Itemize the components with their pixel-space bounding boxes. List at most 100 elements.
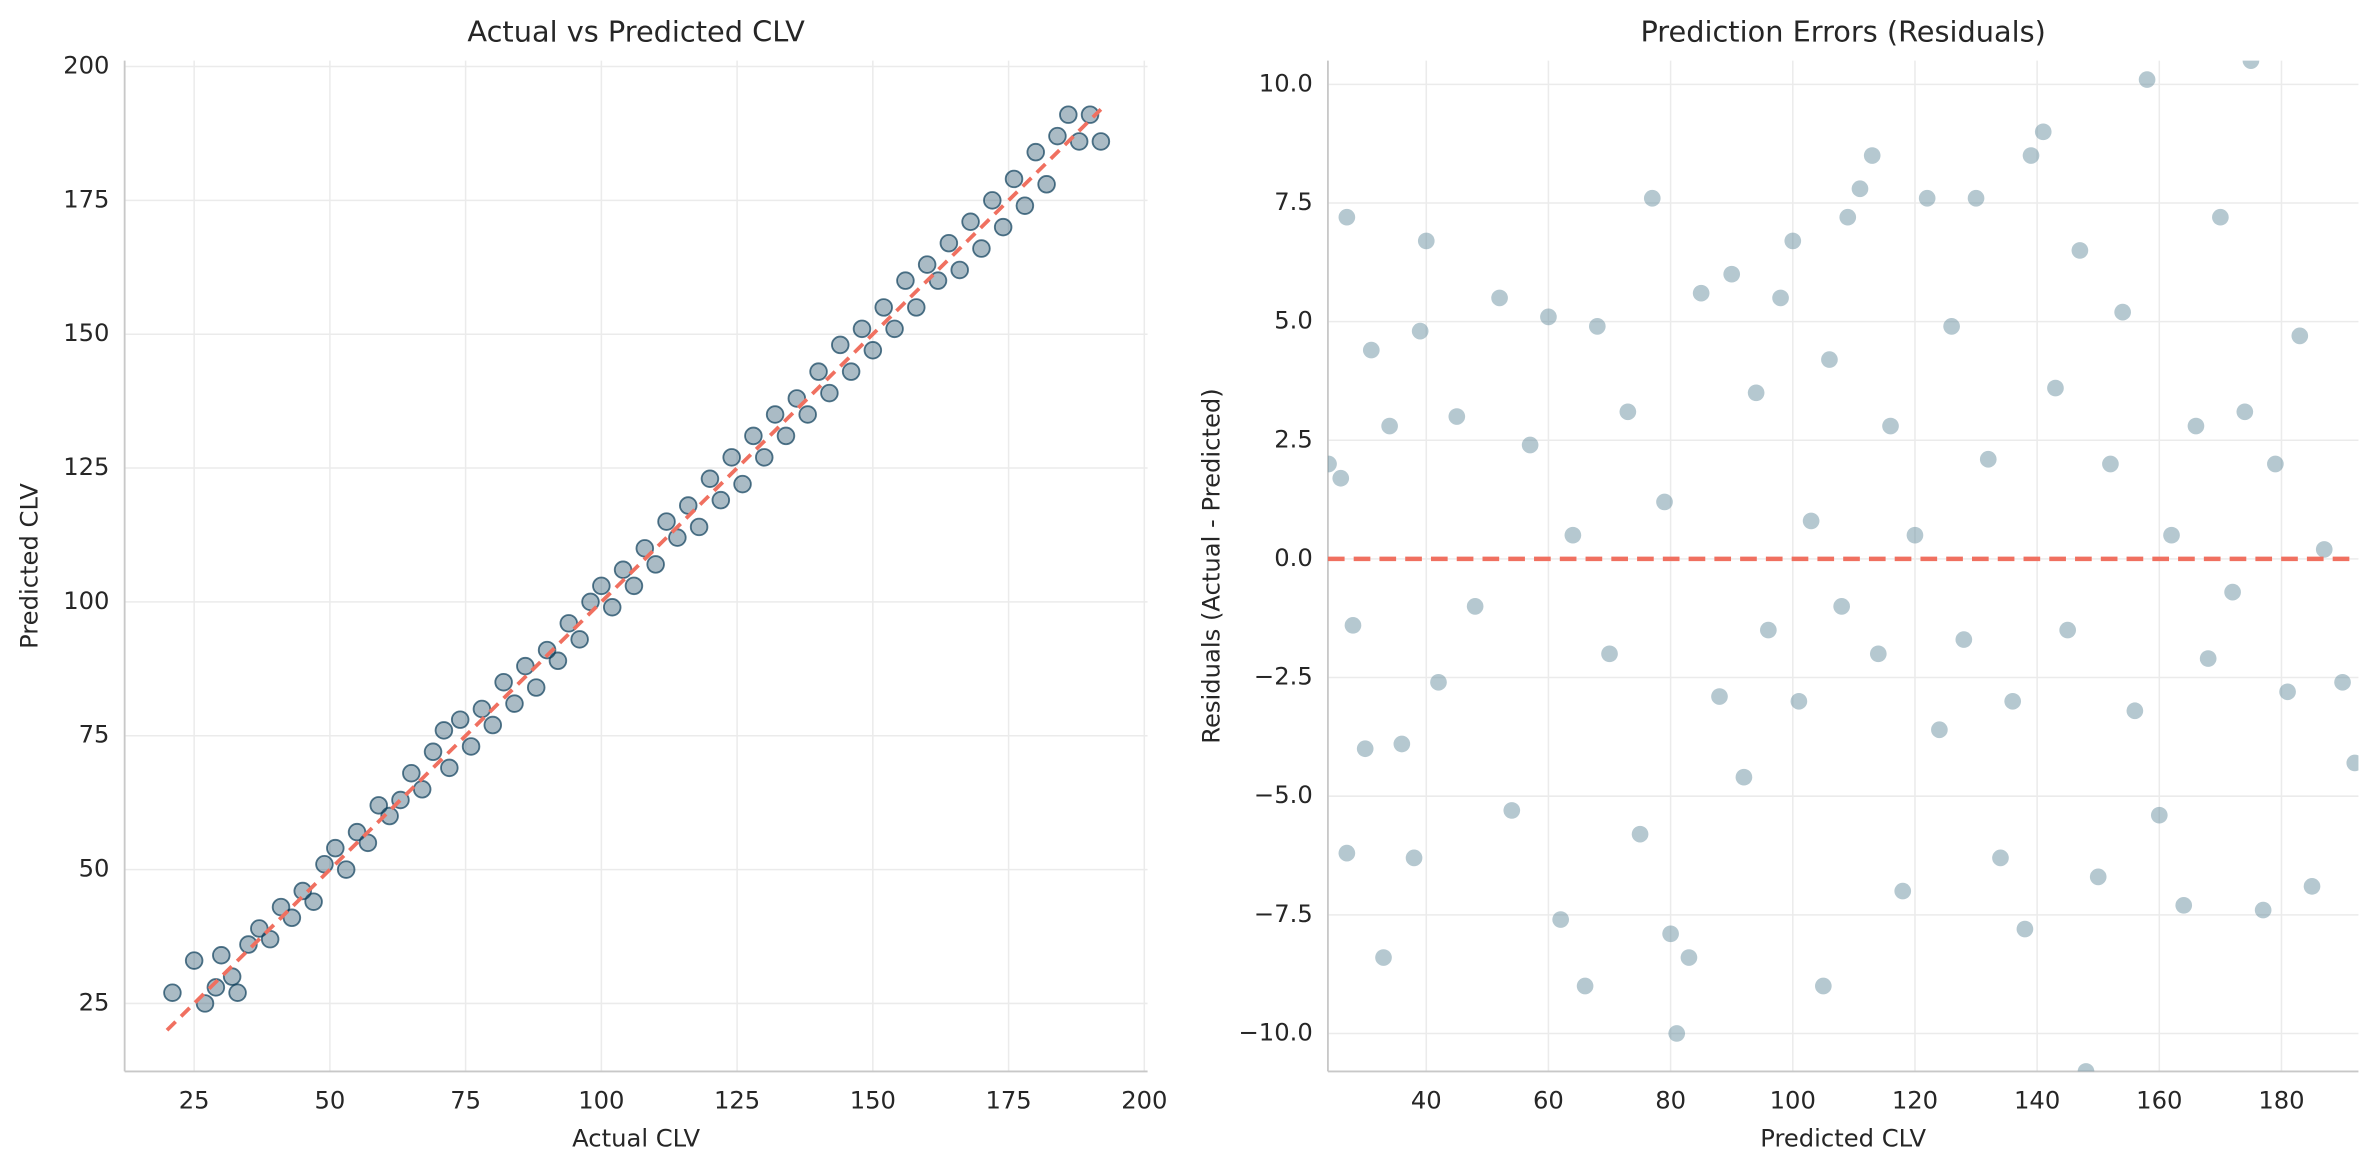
point xyxy=(1643,189,1661,207)
point xyxy=(776,426,796,446)
point xyxy=(1564,526,1582,544)
point xyxy=(1540,308,1557,326)
point xyxy=(983,191,1002,210)
point xyxy=(874,298,893,317)
point xyxy=(1790,692,1808,710)
point xyxy=(689,517,709,537)
x-axis-label: Actual CLV xyxy=(572,1124,700,1153)
point xyxy=(2077,1063,2095,1072)
x-tick-label: 180 xyxy=(2258,1086,2304,1115)
x-tick-label: 75 xyxy=(450,1086,481,1115)
y-tick-label: 50 xyxy=(79,854,110,883)
point xyxy=(1327,455,1337,473)
point xyxy=(765,405,785,424)
point xyxy=(1656,493,1673,511)
point xyxy=(1967,189,1985,207)
point xyxy=(1601,645,1618,663)
x-tick-label: 40 xyxy=(1411,1086,1442,1115)
plot: 40 60 80 100 120 140 160 180 −10.0 −7.5 −5.0 −2.5 0.… xyxy=(1197,14,2359,1153)
point xyxy=(1405,849,1423,867)
point xyxy=(907,298,926,317)
y-axis-label: Residuals (Actual - Predicted) xyxy=(1197,388,1226,743)
point xyxy=(657,512,676,531)
y-tick-label: −10.0 xyxy=(1239,1017,1313,1046)
point xyxy=(624,576,644,596)
point xyxy=(2267,455,2284,473)
y-tick-label: 2.5 xyxy=(1274,424,1313,453)
point xyxy=(1943,318,1960,335)
point xyxy=(1906,526,1924,544)
point xyxy=(505,694,524,713)
x-tick-label: 100 xyxy=(578,1086,624,1115)
point xyxy=(1863,147,1881,164)
point xyxy=(184,951,204,970)
point xyxy=(993,217,1013,237)
point xyxy=(939,233,959,253)
point xyxy=(570,630,589,649)
point xyxy=(722,448,741,467)
x-tick-label: 125 xyxy=(714,1086,760,1115)
point xyxy=(972,239,991,258)
point xyxy=(402,763,421,783)
point xyxy=(358,833,378,853)
point xyxy=(950,260,969,280)
point xyxy=(744,426,763,446)
point xyxy=(1417,232,1435,250)
point xyxy=(1037,175,1056,194)
point xyxy=(1772,289,1789,307)
point xyxy=(1552,911,1569,928)
points xyxy=(1327,60,2359,1072)
x-tick-label: 160 xyxy=(2136,1086,2182,1115)
point xyxy=(2303,878,2321,895)
point xyxy=(1048,126,1067,146)
point xyxy=(239,935,258,954)
point xyxy=(537,640,557,660)
x-tick-label: 140 xyxy=(2014,1086,2060,1115)
point xyxy=(1735,768,1753,786)
point xyxy=(483,715,503,735)
point xyxy=(1839,208,1857,226)
point xyxy=(1882,417,1899,435)
point xyxy=(1662,925,1679,943)
point xyxy=(1784,232,1802,250)
point xyxy=(2254,901,2272,919)
point xyxy=(440,758,459,778)
point xyxy=(1747,384,1765,402)
point xyxy=(1680,949,1698,966)
point xyxy=(1760,621,1777,639)
point xyxy=(2071,242,2089,259)
point xyxy=(206,978,226,997)
point xyxy=(2126,702,2144,720)
y-tick-label: 10.0 xyxy=(1259,68,1313,97)
point xyxy=(1918,189,1936,207)
point xyxy=(450,710,470,729)
point xyxy=(1356,740,1374,758)
point xyxy=(1411,322,1429,340)
x-tick-label: 25 xyxy=(179,1086,210,1115)
point xyxy=(2279,683,2296,701)
point xyxy=(1069,132,1089,151)
point xyxy=(863,341,883,360)
point xyxy=(494,672,513,692)
point xyxy=(380,806,399,826)
point xyxy=(434,721,454,740)
point xyxy=(304,892,323,911)
point xyxy=(711,490,731,510)
point xyxy=(2047,379,2064,397)
x-tick-label: 175 xyxy=(985,1086,1031,1115)
y-tick-label: 200 xyxy=(63,51,109,80)
point xyxy=(2187,417,2205,435)
x-tick-label: 200 xyxy=(1121,1086,1167,1115)
point xyxy=(885,319,904,339)
point xyxy=(2212,208,2229,226)
point xyxy=(2334,673,2351,691)
point xyxy=(1375,949,1392,966)
point xyxy=(1332,469,1350,487)
point xyxy=(293,881,312,901)
y-tick-label: 75 xyxy=(79,720,110,749)
point xyxy=(412,780,432,799)
point xyxy=(260,929,280,949)
point xyxy=(1393,735,1411,753)
point xyxy=(1381,417,1398,435)
point xyxy=(1821,351,1838,368)
